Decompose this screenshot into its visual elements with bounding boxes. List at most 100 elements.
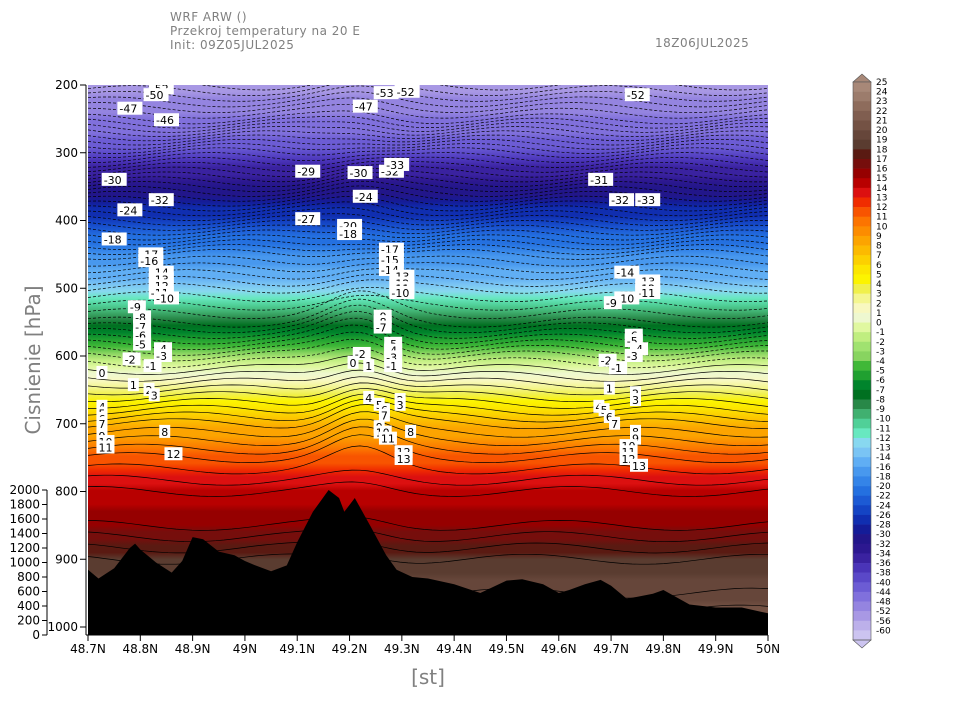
colorbar-label: 4 <box>876 280 882 290</box>
colorbar-label: -48 <box>876 598 891 608</box>
isotherm-line <box>88 160 768 173</box>
colorbar-swatch <box>853 341 871 352</box>
isotherm-line <box>88 290 768 320</box>
colorbar-label: 2 <box>876 299 882 309</box>
contour-label-bg <box>96 399 108 413</box>
contour-label-bg <box>378 242 404 256</box>
x-tick-label: 48.9N <box>175 642 211 656</box>
contour-label-bg <box>347 355 359 369</box>
contour-label-bg <box>394 85 420 98</box>
colorbar-label: -12 <box>876 434 891 444</box>
valid-time: 18Z06JUL2025 <box>655 36 750 50</box>
colorbar-swatch <box>853 216 871 227</box>
contour-label-bg <box>635 285 661 299</box>
contour-label-bg <box>143 359 162 373</box>
colorbar-swatch <box>853 409 871 420</box>
terrain-tick-label: 0 <box>32 628 40 642</box>
colorbar-label: -34 <box>876 549 891 559</box>
contour-label: -50 <box>146 89 164 102</box>
contour-label-bg <box>159 424 171 438</box>
colorbar-swatch <box>853 389 871 400</box>
colorbar-swatch <box>853 466 871 477</box>
contour-label-bg <box>373 320 392 334</box>
colorbar-swatch <box>853 572 871 583</box>
contour-label: -47 <box>119 103 137 116</box>
colorbar-swatch <box>853 476 871 487</box>
y-tick-label: 500 <box>55 281 78 295</box>
colorbar-swatch <box>853 370 871 381</box>
isotherm-line <box>88 481 768 497</box>
terrain-profile <box>88 490 768 635</box>
colorbar-label: -28 <box>876 521 891 531</box>
contour-label: -3 <box>386 351 397 364</box>
isotherm-line <box>88 404 768 430</box>
contour-label-bg <box>603 409 615 423</box>
colorbar-label: -1 <box>876 328 885 338</box>
contour-label: -9 <box>606 297 617 310</box>
isotherm-line <box>88 338 768 362</box>
colorbar-label: 20 <box>876 126 888 136</box>
contour-label-bg <box>101 172 127 186</box>
colorbar-swatch <box>853 101 871 112</box>
contour-label-bg <box>96 365 108 379</box>
isotherm-line <box>88 134 768 146</box>
colorbar-swatch <box>853 168 871 179</box>
contour-label-bg <box>378 252 404 266</box>
colorbar-swatch <box>853 495 871 506</box>
contour-label-bg <box>630 424 641 438</box>
x-tick-label: 49N <box>233 642 257 656</box>
isotherm-line <box>88 388 768 409</box>
contour-label-bg <box>609 416 621 430</box>
isotherm-line <box>88 156 768 168</box>
isotherm-line <box>88 298 768 328</box>
contour-label-bg <box>630 458 648 472</box>
colorbar-swatch <box>853 207 871 217</box>
contour-label: 7 <box>98 418 105 431</box>
isotherm-line <box>88 304 768 334</box>
contour-label-bg <box>389 285 415 299</box>
colorbar-label: 11 <box>876 213 887 223</box>
isotherm-line <box>88 393 768 416</box>
colorbar-label: -40 <box>876 578 891 588</box>
colorbar-label: 19 <box>876 136 888 146</box>
contour-label-bg <box>96 440 115 454</box>
colorbar: 2524232221201918171615141312111098765432… <box>852 73 891 649</box>
isotherm-line <box>88 219 768 231</box>
colorbar-swatch <box>853 418 871 429</box>
colorbar-swatch <box>853 447 871 458</box>
contour-label: 8 <box>407 426 414 439</box>
contour-label: -7 <box>376 322 387 335</box>
colorbar-label: -32 <box>876 540 891 550</box>
contour-label-bg <box>394 397 406 411</box>
isotherm-line <box>88 255 768 267</box>
colorbar-swatch <box>853 514 871 525</box>
colorbar-swatch <box>853 187 871 198</box>
colorbar-swatch <box>853 534 871 545</box>
colorbar-bottom-arrow <box>852 639 872 649</box>
colorbar-swatch <box>853 91 871 102</box>
colorbar-label: -14 <box>876 453 891 463</box>
model-name: WRF ARW () <box>170 10 248 24</box>
colorbar-label: -44 <box>876 588 891 598</box>
colorbar-label: -38 <box>876 569 891 579</box>
colorbar-swatch <box>853 399 871 410</box>
contour-label-bg <box>363 391 375 405</box>
contour-label-bg <box>384 157 410 171</box>
contour-label: 13 <box>632 460 646 473</box>
colorbar-label: 25 <box>876 78 887 88</box>
colorbar-swatch <box>853 524 871 535</box>
colorbar-label: 1 <box>876 309 882 319</box>
colorbar-swatch <box>853 582 871 593</box>
isotherm-line <box>88 469 768 486</box>
isotherm-line <box>88 239 768 251</box>
contour-label: -5 <box>627 335 638 348</box>
contour-label: -18 <box>104 233 122 246</box>
colorbar-swatch <box>853 110 871 121</box>
isotherm-line <box>88 201 768 217</box>
colorbar-swatch <box>853 428 871 439</box>
isotherm-line <box>88 445 768 475</box>
isotherm-line <box>88 126 768 137</box>
isotherm-line <box>88 224 768 236</box>
x-tick-label: 49.8N <box>646 642 682 656</box>
